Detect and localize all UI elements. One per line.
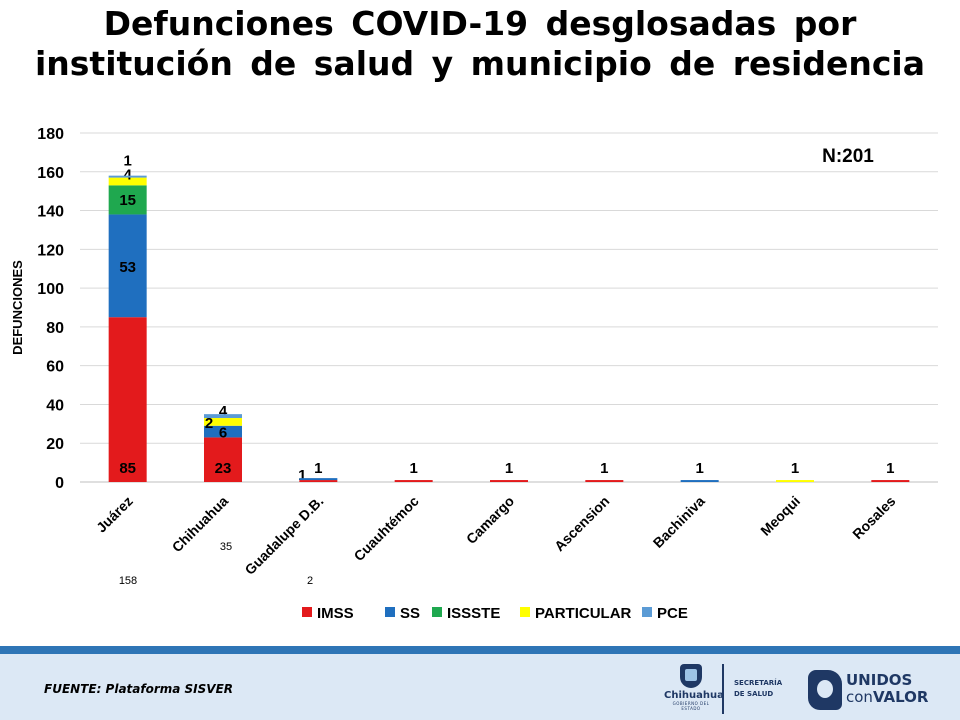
bar-segment [394,480,433,482]
state-map-icon [808,670,842,710]
logo-chihuahua-name: Chihuahua [664,690,724,701]
bar-segment [299,480,338,482]
x-tick-label: Guadalupe D.B. [241,493,326,578]
stacked-bar-chart: 0 20 40 60 80 100 120 140 160 180 DEFUNCIONES 85 53 1… [10,126,938,622]
data-label: 1 [886,460,894,477]
logo-divider [722,664,724,714]
legend-label: ISSSTE [447,605,500,622]
footer [0,654,960,720]
y-tick-label: 60 [46,359,64,376]
y-tick-label: 160 [37,165,64,182]
data-label: 1 [409,460,417,477]
bar-segment [108,175,147,178]
data-label: 1 [600,460,608,477]
data-label: 6 [219,425,227,442]
y-axis-label: DEFUNCIONES [10,260,25,355]
unidos-valor: VALOR [872,688,929,706]
bar-segment [108,214,147,318]
chart-title: Defunciones COVID-19 desglosadas por ins… [0,4,960,84]
data-label: 23 [215,460,232,477]
legend-label: PARTICULAR [535,605,632,622]
bar-segment [108,185,147,215]
title-line-2: institución de salud y municipio de resi… [34,44,926,83]
secretaria-salud-logo: SECRETARÍA DE SALUD [734,678,794,700]
bar-segment [585,480,624,482]
y-tick-label: 80 [46,320,64,337]
footer-band [0,646,960,654]
bar-segment [490,480,528,482]
y-tick-label: 20 [46,436,64,453]
logo-chihuahua-sub: GOBIERNO DEL ESTADO [672,701,710,711]
x-tick-label: Cuauhtémoc [351,493,422,564]
bar-segment [776,480,814,482]
source-note: FUENTE: Plataforma SISVER [44,682,234,696]
title-line-1: Defunciones COVID-19 desglosadas por [103,4,857,43]
y-tick-label: 180 [37,126,64,143]
data-label: 1 [791,460,799,477]
bar-segment [204,418,242,426]
shield-icon [680,664,702,688]
legend-label: SS [400,605,420,622]
total-label: 2 [307,575,313,587]
bar-segment [204,425,242,438]
unidos-line-2: conVALOR [846,689,928,706]
x-tick-label: Camargo [463,493,517,547]
legend-label: PCE [657,605,688,622]
x-tick-label: Bachiniva [650,493,708,551]
data-label: 1 [505,460,513,477]
secretaria-line-2: DE SALUD [734,690,774,698]
y-tick-label: 40 [46,397,64,414]
bar-segment [871,480,910,482]
bar-segment [204,437,242,482]
unidos-con-valor-logo: UNIDOS conVALOR [808,668,948,714]
data-label: 1 [123,153,131,170]
legend-label: IMSS [317,605,354,622]
data-label: 4 [219,403,228,420]
legend-swatch [302,607,312,617]
x-tick-label: Ascension [551,493,612,554]
unidos-line-1: UNIDOS [846,671,913,689]
x-tick-label: Rosales [849,493,898,542]
x-tick-label: Juárez [93,493,136,536]
y-tick-label: 100 [37,281,64,298]
bar-segment [204,414,242,419]
chihuahua-government-logo: Chihuahua GOBIERNO DEL ESTADO [664,664,724,714]
unidos-con: con [846,688,873,706]
data-label: 1 [298,467,306,484]
data-label: 1 [695,460,703,477]
y-tick-label: 140 [37,204,64,221]
data-label: 53 [119,259,136,276]
bar-segment [299,478,338,481]
data-label: 1 [314,460,322,477]
x-tick-label: Meoqui [757,493,803,539]
legend-swatch [520,607,530,617]
total-label: 158 [119,575,137,587]
bar-segment [680,480,719,482]
secretaria-line-1: SECRETARÍA [734,679,783,687]
data-label: 85 [119,460,136,477]
total-label: 35 [220,541,232,553]
legend-swatch [385,607,395,617]
data-label: 2 [205,415,213,432]
sample-size-annotation: N:201 [822,146,874,167]
legend-swatch [432,607,442,617]
y-tick-label: 120 [37,242,64,259]
bar-segment [108,317,147,482]
y-tick-label: 0 [55,475,64,492]
bar-segment [108,177,147,186]
data-label: 15 [119,192,136,209]
legend-swatch [642,607,652,617]
data-label: 4 [123,167,132,184]
